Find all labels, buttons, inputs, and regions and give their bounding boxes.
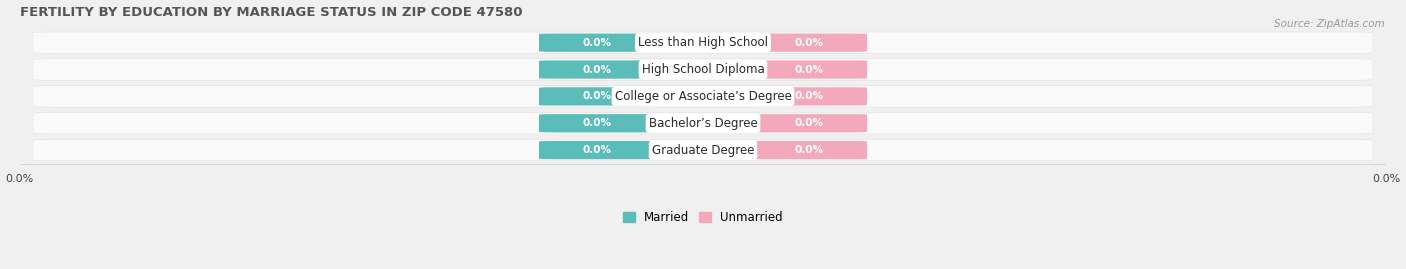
Text: Source: ZipAtlas.com: Source: ZipAtlas.com [1274,19,1385,29]
Text: Graduate Degree: Graduate Degree [652,144,754,157]
Text: College or Associate’s Degree: College or Associate’s Degree [614,90,792,103]
FancyBboxPatch shape [538,141,655,159]
Text: 0.0%: 0.0% [582,91,612,101]
FancyBboxPatch shape [34,32,1372,53]
Text: Less than High School: Less than High School [638,36,768,49]
FancyBboxPatch shape [538,114,655,132]
Text: 0.0%: 0.0% [582,38,612,48]
FancyBboxPatch shape [34,86,1372,107]
Text: 0.0%: 0.0% [582,145,612,155]
Text: 0.0%: 0.0% [794,91,824,101]
FancyBboxPatch shape [751,61,868,79]
FancyBboxPatch shape [34,140,1372,161]
FancyBboxPatch shape [34,32,1372,54]
FancyBboxPatch shape [538,34,655,52]
Text: FERTILITY BY EDUCATION BY MARRIAGE STATUS IN ZIP CODE 47580: FERTILITY BY EDUCATION BY MARRIAGE STATU… [20,6,522,19]
FancyBboxPatch shape [538,61,655,79]
FancyBboxPatch shape [538,87,655,105]
FancyBboxPatch shape [751,34,868,52]
FancyBboxPatch shape [34,112,1372,134]
Text: 0.0%: 0.0% [794,38,824,48]
Text: 0.0%: 0.0% [794,118,824,128]
Text: Bachelor’s Degree: Bachelor’s Degree [648,117,758,130]
FancyBboxPatch shape [34,59,1372,80]
Text: High School Diploma: High School Diploma [641,63,765,76]
FancyBboxPatch shape [34,113,1372,134]
Text: 0.0%: 0.0% [794,65,824,75]
Text: 0.0%: 0.0% [794,145,824,155]
FancyBboxPatch shape [34,139,1372,161]
FancyBboxPatch shape [34,86,1372,107]
Legend: Married, Unmarried: Married, Unmarried [623,211,783,224]
Text: 0.0%: 0.0% [582,65,612,75]
FancyBboxPatch shape [34,59,1372,80]
FancyBboxPatch shape [751,114,868,132]
FancyBboxPatch shape [751,141,868,159]
FancyBboxPatch shape [751,87,868,105]
Text: 0.0%: 0.0% [582,118,612,128]
